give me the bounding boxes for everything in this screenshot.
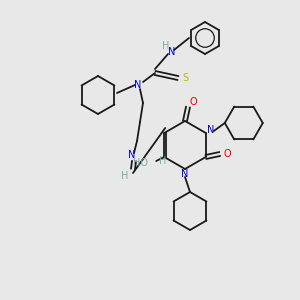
Text: N: N <box>207 125 214 135</box>
Text: O: O <box>224 149 232 159</box>
Text: N: N <box>134 80 142 90</box>
Text: H: H <box>121 171 129 181</box>
Text: S: S <box>182 73 188 83</box>
Text: N: N <box>128 150 136 160</box>
Text: H: H <box>162 41 170 51</box>
Text: H: H <box>158 156 166 166</box>
Text: HO: HO <box>133 158 148 168</box>
Text: O: O <box>189 97 197 107</box>
Text: N: N <box>181 169 189 179</box>
Text: N: N <box>168 47 176 57</box>
